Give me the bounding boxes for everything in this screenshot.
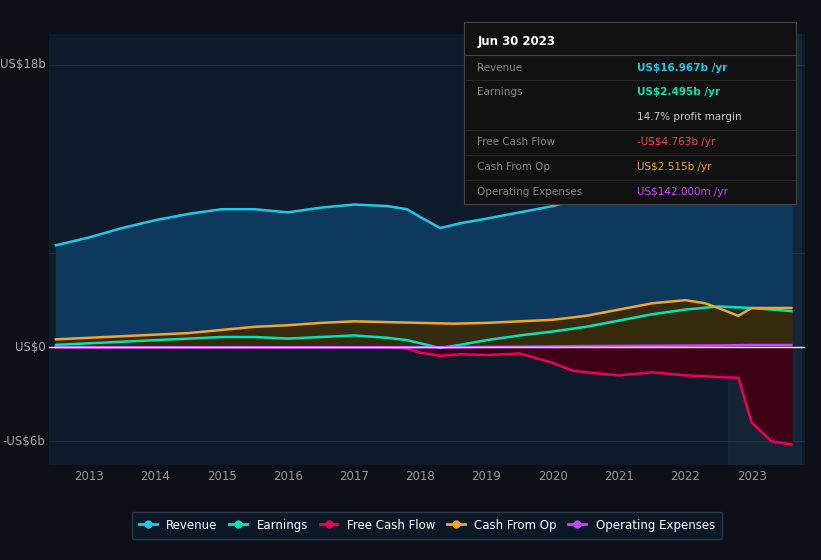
- Text: Free Cash Flow: Free Cash Flow: [477, 137, 555, 147]
- Text: 14.7% profit margin: 14.7% profit margin: [637, 113, 741, 122]
- Text: US$16.967b /yr: US$16.967b /yr: [637, 63, 727, 73]
- Legend: Revenue, Earnings, Free Cash Flow, Cash From Op, Operating Expenses: Revenue, Earnings, Free Cash Flow, Cash …: [132, 511, 722, 539]
- Text: Jun 30 2023: Jun 30 2023: [477, 35, 555, 48]
- Bar: [728, 34, 801, 465]
- Text: US$2.515b /yr: US$2.515b /yr: [637, 162, 711, 172]
- Text: Earnings: Earnings: [477, 87, 523, 97]
- Text: US$0: US$0: [15, 340, 45, 354]
- Text: US$142.000m /yr: US$142.000m /yr: [637, 187, 727, 197]
- Text: -US$6b: -US$6b: [2, 435, 45, 448]
- Text: US$2.495b /yr: US$2.495b /yr: [637, 87, 720, 97]
- Text: Operating Expenses: Operating Expenses: [477, 187, 582, 197]
- Text: -US$4.763b /yr: -US$4.763b /yr: [637, 137, 715, 147]
- Text: Revenue: Revenue: [477, 63, 522, 73]
- Text: Cash From Op: Cash From Op: [477, 162, 550, 172]
- Text: US$18b: US$18b: [0, 58, 45, 72]
